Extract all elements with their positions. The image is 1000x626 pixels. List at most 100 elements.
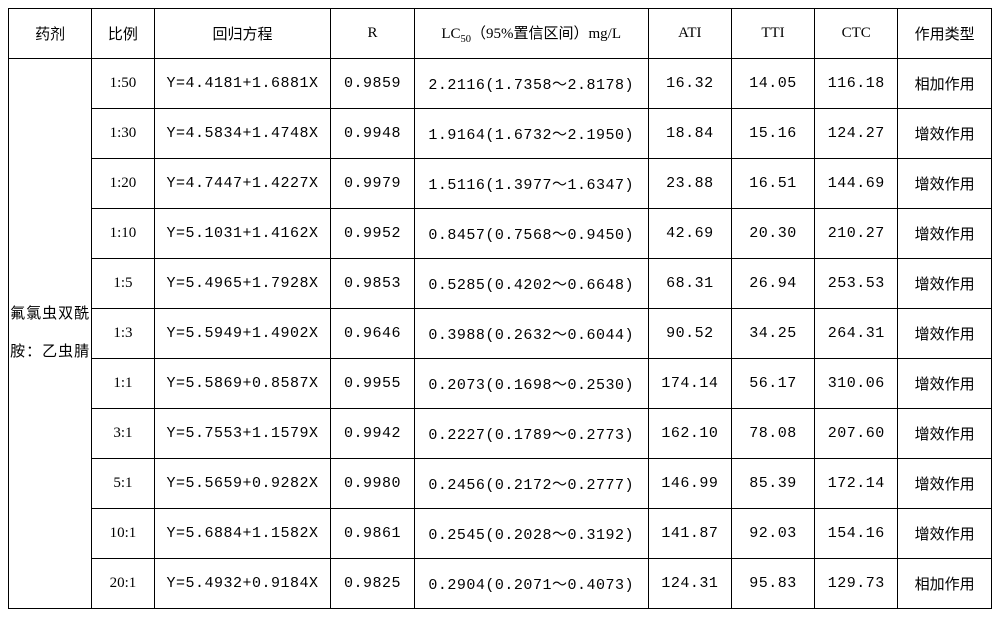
type-cell: 增效作用 xyxy=(898,209,992,259)
equation-cell: Y=5.1031+1.4162X xyxy=(154,209,331,259)
table-row: 20:1Y=5.4932+0.9184X0.98250.2904(0.2071～… xyxy=(9,559,992,609)
type-cell: 增效作用 xyxy=(898,459,992,509)
lc50-cell: 1.5116(1.3977～1.6347) xyxy=(414,159,648,209)
table-row: 1:20Y=4.7447+1.4227X0.99791.5116(1.3977～… xyxy=(9,159,992,209)
r-cell: 0.9955 xyxy=(331,359,414,409)
header-r: R xyxy=(331,9,414,59)
type-cell: 相加作用 xyxy=(898,559,992,609)
table-row: 1:5Y=5.4965+1.7928X0.98530.5285(0.4202～0… xyxy=(9,259,992,309)
equation-cell: Y=5.5659+0.9282X xyxy=(154,459,331,509)
lc50-cell: 1.9164(1.6732～2.1950) xyxy=(414,109,648,159)
equation-cell: Y=4.4181+1.6881X xyxy=(154,59,331,109)
ati-cell: 90.52 xyxy=(648,309,731,359)
table-row: 10:1Y=5.6884+1.1582X0.98610.2545(0.2028～… xyxy=(9,509,992,559)
ctc-cell: 154.16 xyxy=(815,509,898,559)
header-tti: TTI xyxy=(731,9,814,59)
equation-cell: Y=5.5949+1.4902X xyxy=(154,309,331,359)
r-cell: 0.9979 xyxy=(331,159,414,209)
type-cell: 增效作用 xyxy=(898,159,992,209)
r-cell: 0.9646 xyxy=(331,309,414,359)
table-row: 1:10Y=5.1031+1.4162X0.99520.8457(0.7568～… xyxy=(9,209,992,259)
tti-cell: 26.94 xyxy=(731,259,814,309)
type-cell: 增效作用 xyxy=(898,259,992,309)
ratio-cell: 1:30 xyxy=(92,109,154,159)
type-cell: 增效作用 xyxy=(898,309,992,359)
ati-cell: 18.84 xyxy=(648,109,731,159)
ratio-cell: 1:20 xyxy=(92,159,154,209)
ati-cell: 16.32 xyxy=(648,59,731,109)
r-cell: 0.9952 xyxy=(331,209,414,259)
header-ratio: 比例 xyxy=(92,9,154,59)
ratio-cell: 1:5 xyxy=(92,259,154,309)
r-cell: 0.9861 xyxy=(331,509,414,559)
equation-cell: Y=5.5869+0.8587X xyxy=(154,359,331,409)
lc50-cell: 0.8457(0.7568～0.9450) xyxy=(414,209,648,259)
tti-cell: 34.25 xyxy=(731,309,814,359)
header-ctc: CTC xyxy=(815,9,898,59)
tti-cell: 14.05 xyxy=(731,59,814,109)
header-lc50: LC50（95%置信区间）mg/L xyxy=(414,9,648,59)
r-cell: 0.9853 xyxy=(331,259,414,309)
equation-cell: Y=5.7553+1.1579X xyxy=(154,409,331,459)
lc50-subscript: 50 xyxy=(461,34,472,45)
r-cell: 0.9859 xyxy=(331,59,414,109)
tti-cell: 16.51 xyxy=(731,159,814,209)
ati-cell: 68.31 xyxy=(648,259,731,309)
equation-cell: Y=5.6884+1.1582X xyxy=(154,509,331,559)
ctc-cell: 253.53 xyxy=(815,259,898,309)
ati-cell: 162.10 xyxy=(648,409,731,459)
ratio-cell: 1:1 xyxy=(92,359,154,409)
ati-cell: 42.69 xyxy=(648,209,731,259)
drug-name-cell: 氟氯虫双酰胺：乙虫腈 xyxy=(9,59,92,609)
lc50-cell: 0.2545(0.2028～0.3192) xyxy=(414,509,648,559)
lc50-suffix: （95%置信区间）mg/L xyxy=(471,26,621,42)
ctc-cell: 264.31 xyxy=(815,309,898,359)
ratio-cell: 1:3 xyxy=(92,309,154,359)
ati-cell: 23.88 xyxy=(648,159,731,209)
ratio-cell: 1:10 xyxy=(92,209,154,259)
equation-cell: Y=4.7447+1.4227X xyxy=(154,159,331,209)
table-row: 3:1Y=5.7553+1.1579X0.99420.2227(0.1789～0… xyxy=(9,409,992,459)
ratio-cell: 5:1 xyxy=(92,459,154,509)
r-cell: 0.9825 xyxy=(331,559,414,609)
table-row: 1:1Y=5.5869+0.8587X0.99550.2073(0.1698～0… xyxy=(9,359,992,409)
header-row: 药剂 比例 回归方程 R LC50（95%置信区间）mg/L ATI TTI C… xyxy=(9,9,992,59)
lc50-prefix: LC xyxy=(441,26,460,42)
table-row: 5:1Y=5.5659+0.9282X0.99800.2456(0.2172～0… xyxy=(9,459,992,509)
ratio-cell: 10:1 xyxy=(92,509,154,559)
tti-cell: 92.03 xyxy=(731,509,814,559)
bioassay-table: 药剂 比例 回归方程 R LC50（95%置信区间）mg/L ATI TTI C… xyxy=(8,8,992,609)
tti-cell: 20.30 xyxy=(731,209,814,259)
header-type: 作用类型 xyxy=(898,9,992,59)
ctc-cell: 124.27 xyxy=(815,109,898,159)
type-cell: 相加作用 xyxy=(898,59,992,109)
ratio-cell: 3:1 xyxy=(92,409,154,459)
tti-cell: 56.17 xyxy=(731,359,814,409)
tti-cell: 95.83 xyxy=(731,559,814,609)
ati-cell: 124.31 xyxy=(648,559,731,609)
ctc-cell: 172.14 xyxy=(815,459,898,509)
equation-cell: Y=5.4965+1.7928X xyxy=(154,259,331,309)
lc50-cell: 0.2456(0.2172～0.2777) xyxy=(414,459,648,509)
type-cell: 增效作用 xyxy=(898,359,992,409)
header-equation: 回归方程 xyxy=(154,9,331,59)
r-cell: 0.9948 xyxy=(331,109,414,159)
table-row: 氟氯虫双酰胺：乙虫腈1:50Y=4.4181+1.6881X0.98592.21… xyxy=(9,59,992,109)
header-drug: 药剂 xyxy=(9,9,92,59)
equation-cell: Y=5.4932+0.9184X xyxy=(154,559,331,609)
ctc-cell: 116.18 xyxy=(815,59,898,109)
lc50-cell: 0.2227(0.1789～0.2773) xyxy=(414,409,648,459)
lc50-cell: 2.2116(1.7358～2.8178) xyxy=(414,59,648,109)
lc50-cell: 0.2073(0.1698～0.2530) xyxy=(414,359,648,409)
r-cell: 0.9942 xyxy=(331,409,414,459)
ctc-cell: 210.27 xyxy=(815,209,898,259)
ctc-cell: 310.06 xyxy=(815,359,898,409)
ratio-cell: 1:50 xyxy=(92,59,154,109)
equation-cell: Y=4.5834+1.4748X xyxy=(154,109,331,159)
r-cell: 0.9980 xyxy=(331,459,414,509)
ctc-cell: 207.60 xyxy=(815,409,898,459)
ati-cell: 174.14 xyxy=(648,359,731,409)
ati-cell: 146.99 xyxy=(648,459,731,509)
header-ati: ATI xyxy=(648,9,731,59)
ratio-cell: 20:1 xyxy=(92,559,154,609)
